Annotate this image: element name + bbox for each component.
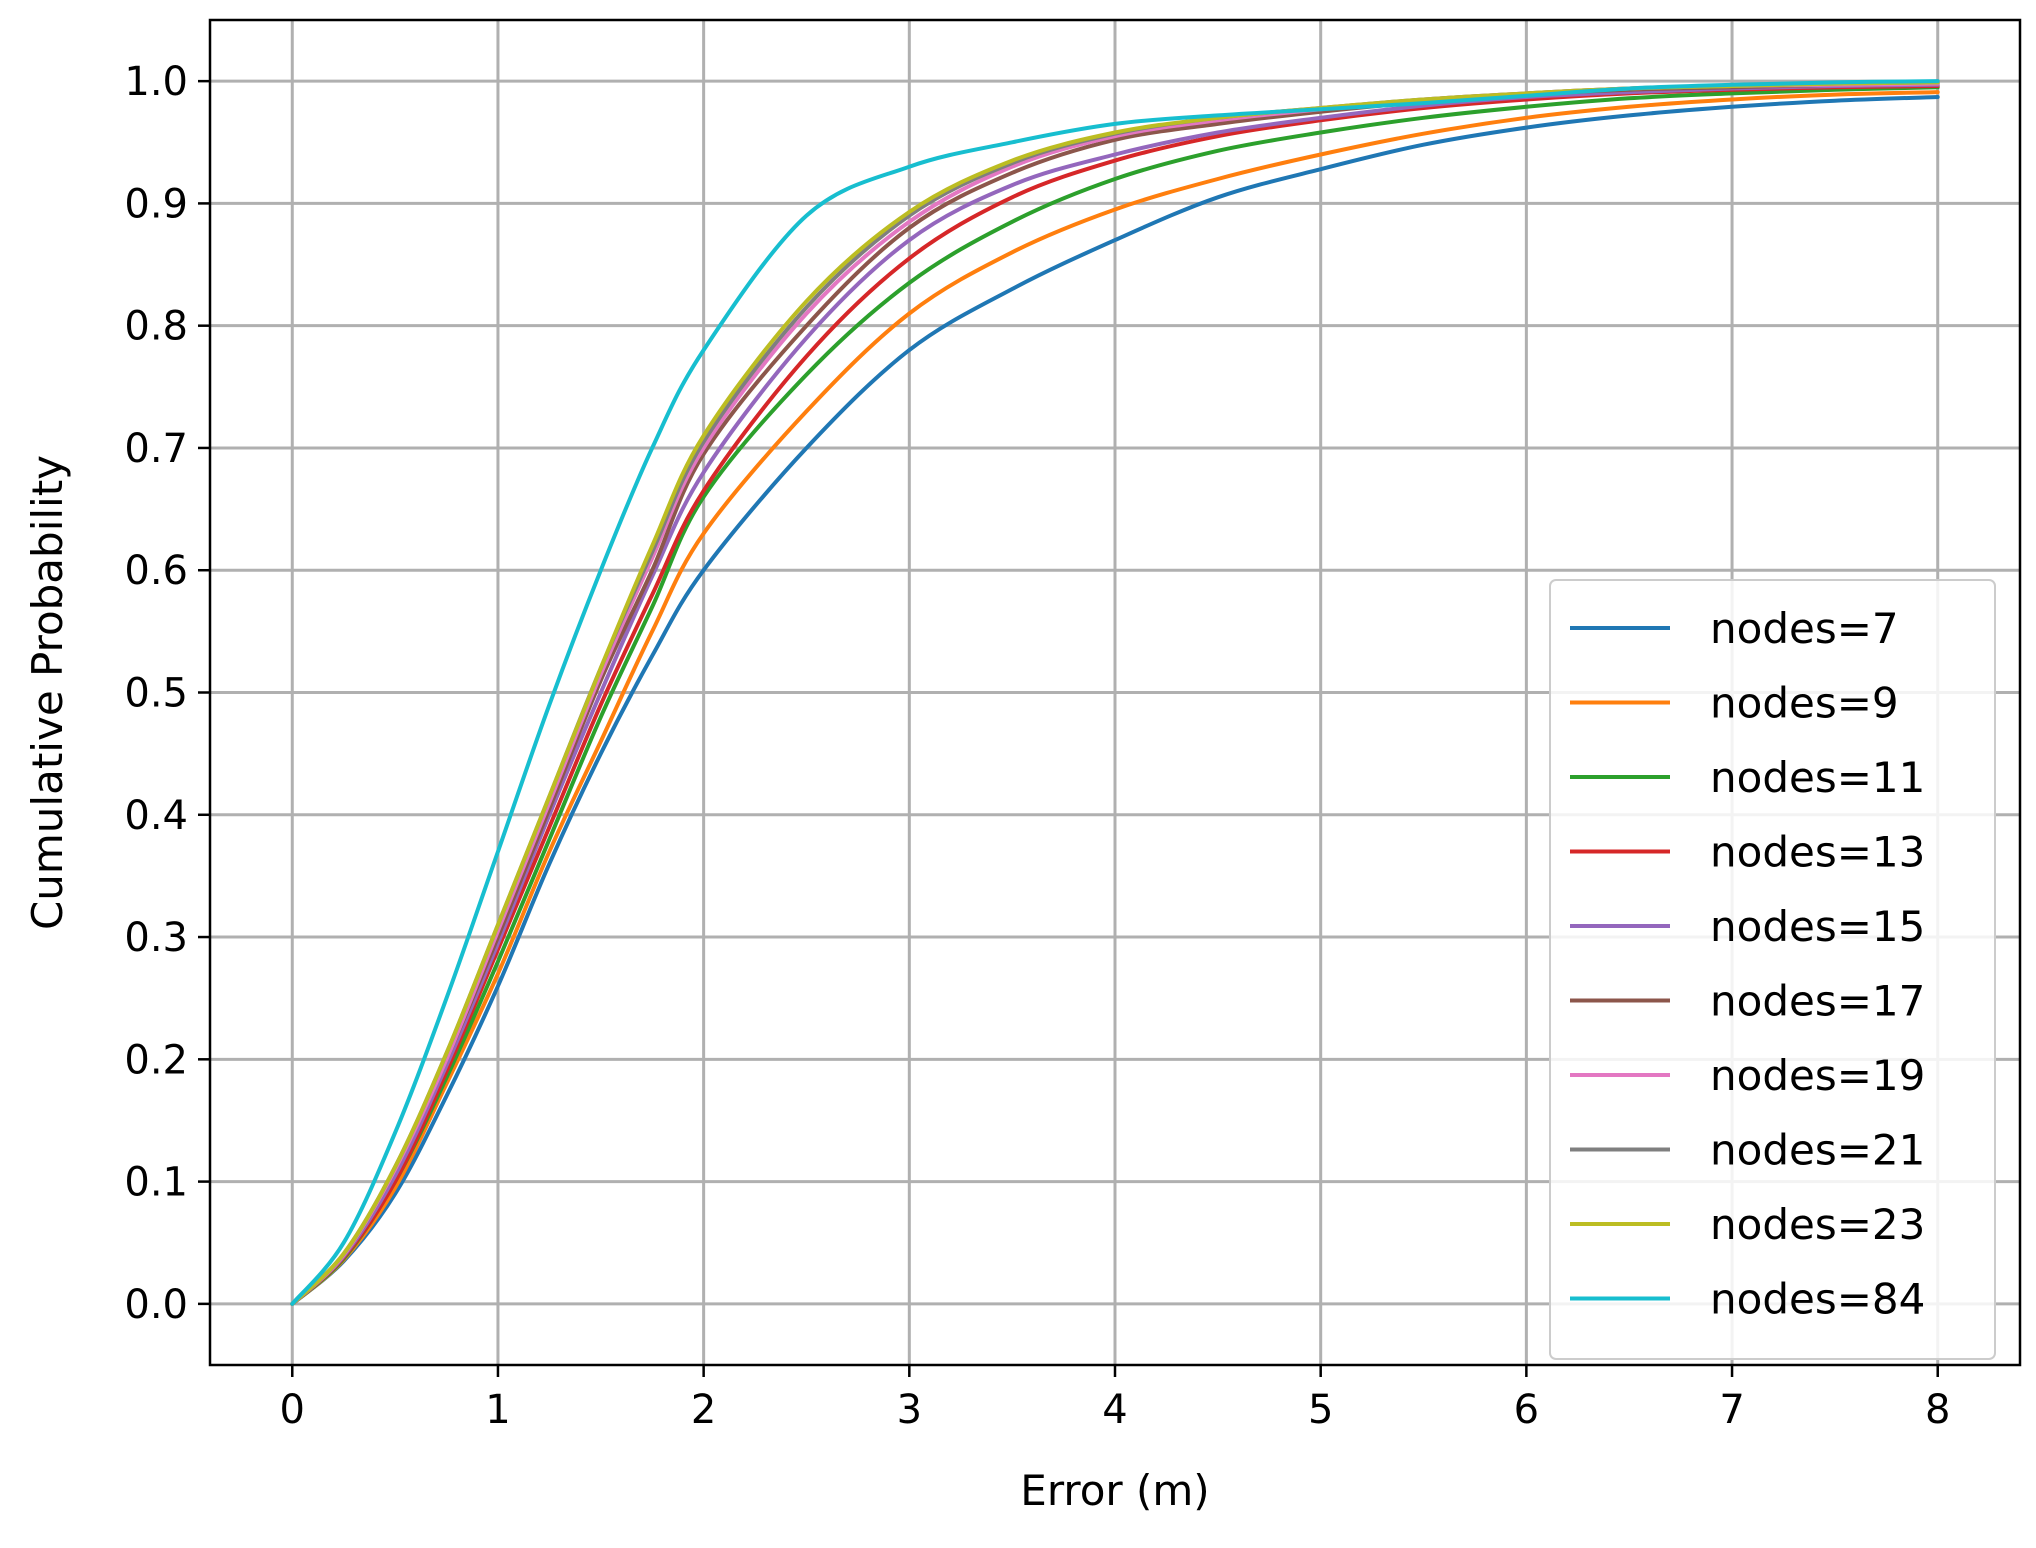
y-tick-label: 0.4 [124,793,188,839]
legend-label: nodes=7 [1710,604,1899,653]
series-line-nodes-7 [290,95,1940,1306]
y-tick-label: 0.9 [124,181,188,227]
axis-ticks: 0 1 2 3 4 5 6 7 8 0.0 0.1 0.2 0.3 0.4 0.5 0.6 0.7 0.8 0.9 1… [124,59,1950,1433]
legend-label: nodes=84 [1710,1275,1925,1324]
legend-label: nodes=19 [1710,1051,1925,1100]
y-tick-label: 1.0 [124,59,188,105]
legend-label: nodes=11 [1710,753,1925,802]
x-tick-label: 7 [1719,1387,1744,1433]
legend-label: nodes=15 [1710,902,1925,951]
y-tick-label: 0.5 [124,671,188,717]
series-line-nodes-11 [290,85,1940,1306]
x-tick-label: 5 [1308,1387,1333,1433]
x-tick-label: 8 [1925,1387,1950,1433]
series-line-nodes-84 [290,79,1940,1306]
series-line-nodes-15 [290,82,1940,1306]
y-tick-label: 0.7 [124,426,188,472]
legend: nodes=7 nodes=9 nodes=11 nodes=13 nodes=15 no… [1549,579,1996,1360]
x-tick-label: 6 [1514,1387,1539,1433]
x-axis-label: Error (m) [1020,1466,1209,1515]
x-tick-label: 3 [897,1387,922,1433]
x-tick-label: 1 [485,1387,510,1433]
series-line-nodes-9 [290,90,1940,1306]
x-tick-label: 0 [280,1387,305,1433]
y-axis-label: Cumulative Probability [23,455,72,930]
x-tick-label: 2 [691,1387,716,1433]
x-tick-label: 4 [1102,1387,1127,1433]
legend-label: nodes=23 [1710,1200,1925,1249]
y-tick-label: 0.0 [124,1282,188,1328]
y-tick-label: 0.8 [124,304,188,350]
legend-label: nodes=9 [1710,679,1899,728]
legend-box [1549,579,1996,1360]
y-tick-label: 0.1 [124,1160,188,1206]
y-tick-label: 0.6 [124,548,188,594]
legend-label: nodes=17 [1710,977,1925,1026]
series-lines [290,79,1940,1306]
legend-label: nodes=13 [1710,828,1925,877]
y-tick-label: 0.3 [124,915,188,961]
y-tick-label: 0.2 [124,1037,188,1083]
legend-label: nodes=21 [1710,1126,1925,1175]
